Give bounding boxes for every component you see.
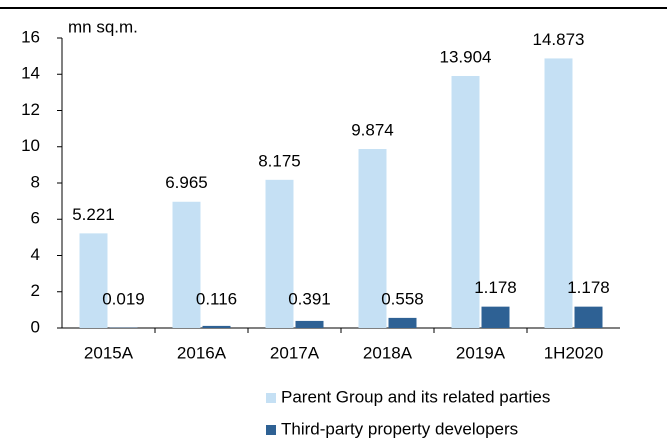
legend-swatch <box>266 425 276 435</box>
y-tick-label: 8 <box>31 172 40 191</box>
value-label: 5.221 <box>72 205 115 224</box>
bar <box>358 149 387 328</box>
y-tick-label: 14 <box>21 64 40 83</box>
y-tick-label: 16 <box>21 27 40 46</box>
y-tick-label: 4 <box>31 245 40 264</box>
bar <box>79 233 108 328</box>
y-unit: mn sq.m. <box>68 17 138 36</box>
bar <box>481 306 510 328</box>
value-label: 13.904 <box>440 47 492 66</box>
x-tick-label: 2016A <box>177 343 227 362</box>
y-tick-label: 0 <box>31 317 40 336</box>
bar <box>172 201 201 328</box>
value-label: 0.558 <box>381 289 424 308</box>
value-label: 6.965 <box>165 173 208 192</box>
value-label: 0.391 <box>288 289 331 308</box>
bar <box>295 320 324 328</box>
legend-swatch <box>266 393 276 403</box>
x-tick-label: 2017A <box>270 343 320 362</box>
x-tick-label: 2019A <box>456 343 506 362</box>
bar <box>388 317 417 328</box>
value-label: 8.175 <box>258 151 301 170</box>
y-tick-label: 2 <box>31 281 40 300</box>
value-label: 0.116 <box>196 289 237 308</box>
legend-label: Parent Group and its related parties <box>281 387 550 406</box>
x-tick-label: 2015A <box>84 343 134 362</box>
y-tick-label: 6 <box>31 209 40 228</box>
value-label: 1.178 <box>474 278 517 297</box>
value-label: 0.019 <box>102 289 145 308</box>
bar <box>202 325 231 328</box>
x-tick-label: 1H2020 <box>544 343 604 362</box>
bar <box>544 58 573 328</box>
y-tick-label: 10 <box>21 136 40 155</box>
value-label: 9.874 <box>351 121 394 140</box>
bar <box>451 75 480 329</box>
value-label: 1.178 <box>567 278 610 297</box>
bar <box>265 179 294 328</box>
legend-label: Third-party property developers <box>281 419 518 438</box>
y-tick-label: 12 <box>21 100 40 119</box>
value-label: 14.873 <box>533 30 585 49</box>
bar <box>574 306 603 328</box>
x-tick-label: 2018A <box>363 343 413 362</box>
